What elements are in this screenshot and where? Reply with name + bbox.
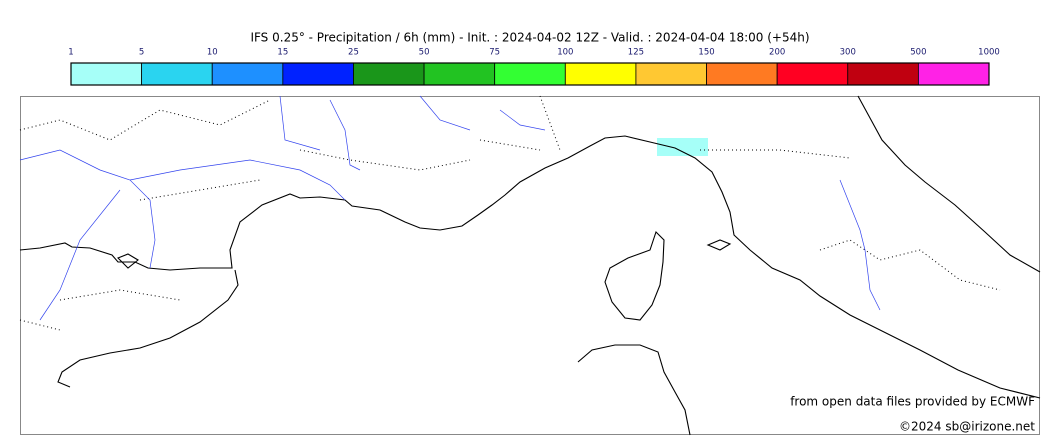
borders [19, 95, 1001, 331]
colorbar-tick-label: 500 [910, 48, 926, 58]
colorbar-tick-label: 125 [628, 48, 644, 58]
colorbar-tick-label: 25 [348, 48, 359, 58]
colorbar-segment [847, 62, 919, 86]
colorbar-segment [564, 62, 637, 86]
colorbar-segment [494, 62, 566, 86]
colorbar-segment [776, 62, 849, 86]
colorbar-segment [635, 62, 707, 86]
colorbar-segment [706, 62, 778, 86]
colorbar-segment [423, 62, 496, 86]
colorbar-segment [353, 62, 425, 86]
colorbar-tick-label: 50 [419, 48, 430, 58]
colorbar-tick-label: 300 [840, 48, 856, 58]
colorbar-tick-label: 1 [68, 48, 73, 58]
colorbar-tick-label: 150 [698, 48, 714, 58]
colorbar-segment [141, 62, 213, 86]
colorbar-segment [211, 62, 284, 86]
map [19, 95, 1041, 436]
rivers [19, 95, 881, 321]
colorbar-tick-label: 1000 [978, 48, 1000, 58]
colorbar-segment [70, 62, 143, 86]
colorbar-segment [917, 62, 990, 86]
coastline-adriatic [857, 95, 1041, 273]
credit-source: from open data files provided by ECMWF [790, 395, 1035, 409]
colorbar-tick-label: 10 [207, 48, 218, 58]
precipitation-area [657, 138, 708, 156]
colorbar-tick-label: 75 [489, 48, 500, 58]
colorbar-tick-label: 15 [277, 48, 288, 58]
sardinia [577, 344, 691, 436]
elba [706, 239, 732, 251]
colorbar-outline [70, 62, 990, 86]
map-frame [20, 96, 1040, 435]
lake [117, 253, 139, 269]
colorbar-tick-label: 100 [557, 48, 573, 58]
colorbar-tick-label: 5 [139, 48, 144, 58]
colorbar-segment [282, 62, 354, 86]
colorbar: 1 5 10 15 25 50 75 100 125 150 200 300 500 1000 [68, 48, 1000, 86]
credit-author: ©2024 sb@irizone.net [899, 420, 1035, 434]
colorbar-tick-label: 200 [769, 48, 785, 58]
corsica [604, 230, 665, 321]
coastline-spain [57, 269, 239, 388]
coastline [19, 135, 1041, 399]
map-title: IFS 0.25° - Precipitation / 6h (mm) - In… [250, 31, 809, 45]
